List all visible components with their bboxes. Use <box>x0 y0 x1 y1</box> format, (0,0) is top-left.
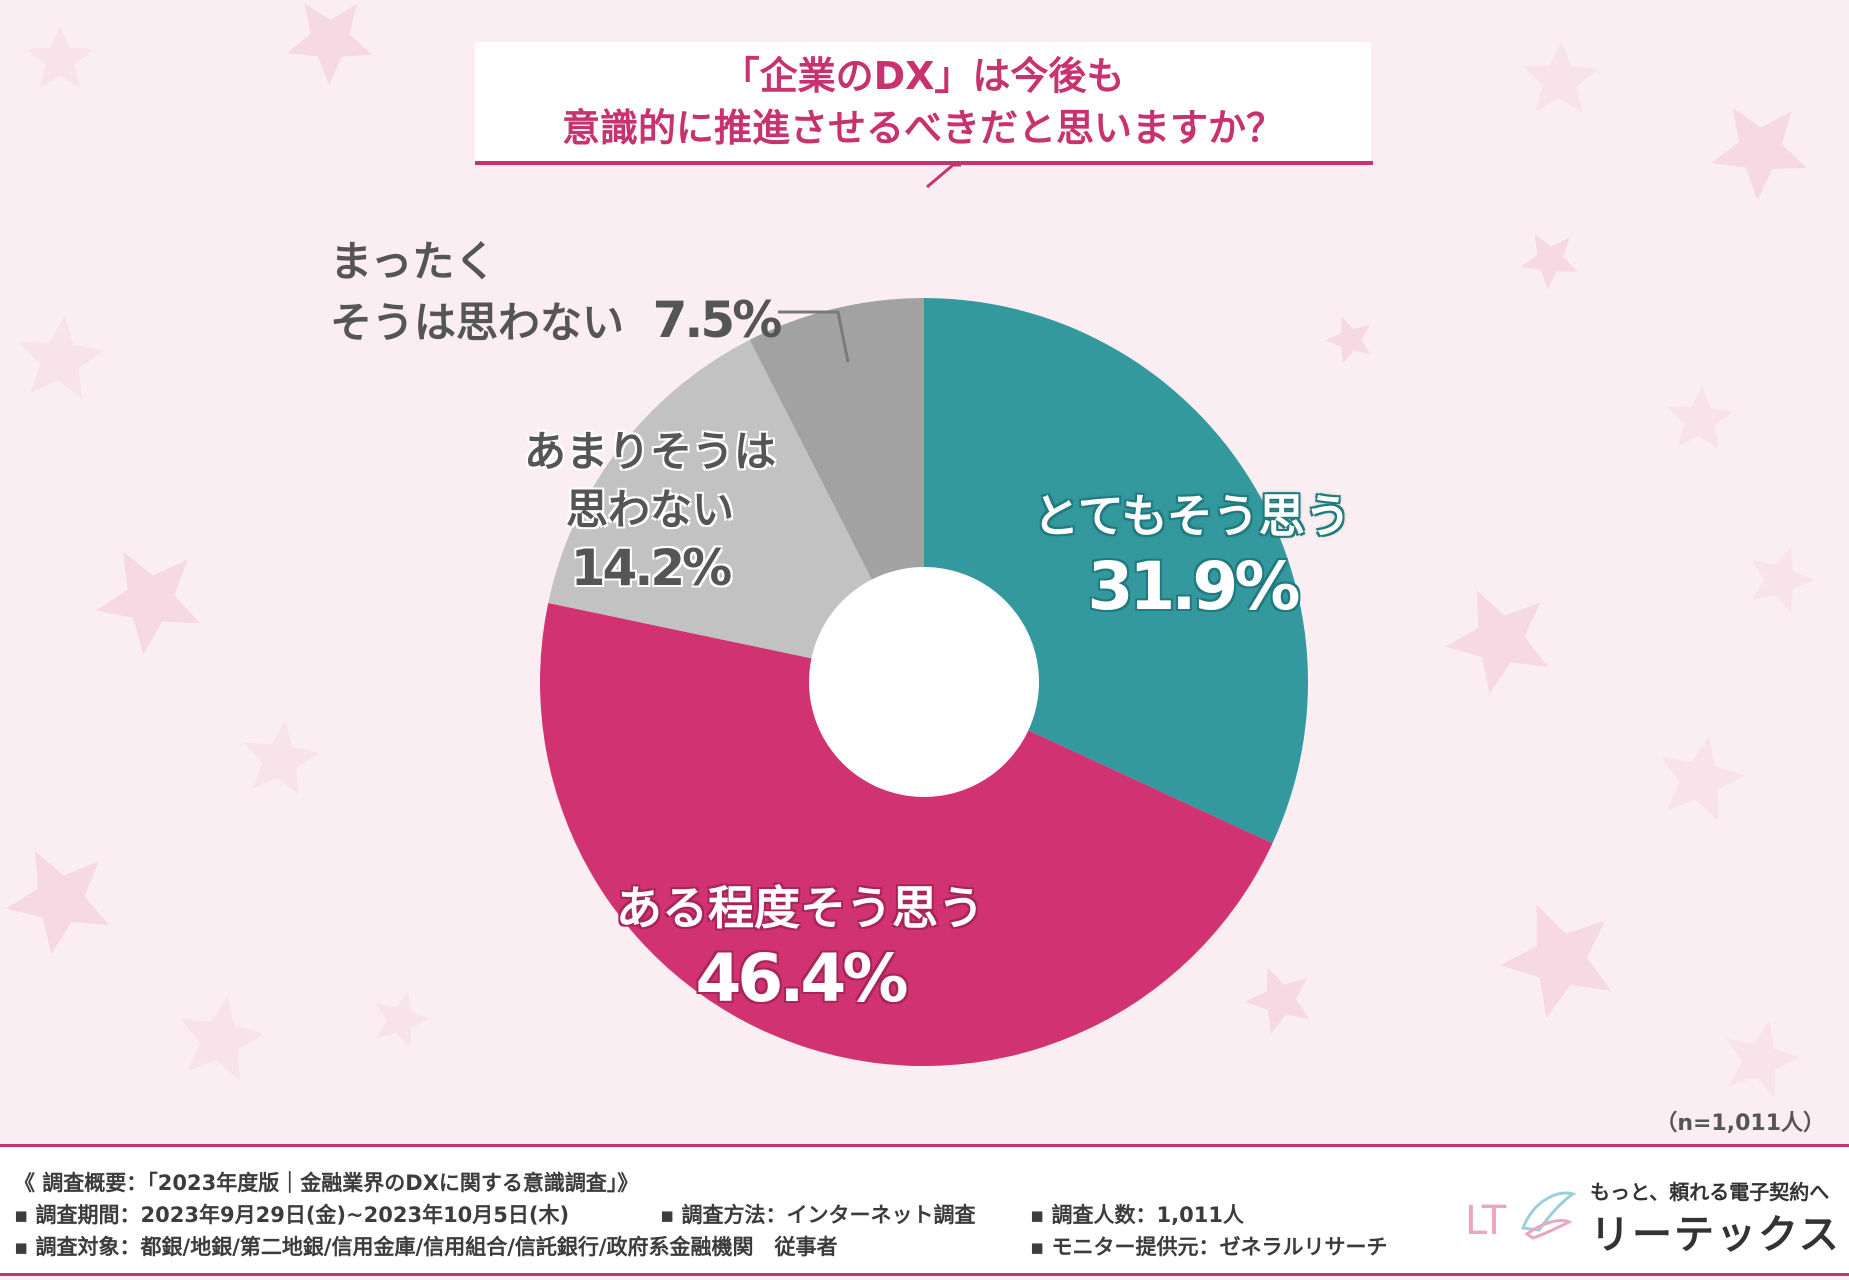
leaf-icon <box>1500 904 1612 1019</box>
slice-label-not-really-line1: あまりそうは <box>523 427 776 476</box>
question-title-box: 「企業のDX」は今後も 意識的に推進させるべきだと思いますか？ <box>475 42 1371 162</box>
slice-value-not-at-all: 7.5% <box>652 291 783 349</box>
leaf-icon <box>1751 546 1816 614</box>
donut-hole <box>809 567 1039 797</box>
slice-value-not-really: 14.2% <box>570 539 732 597</box>
leaf-icon <box>375 991 430 1049</box>
leaf-icon <box>1325 316 1371 364</box>
footer-bottom-rule <box>0 1273 1849 1276</box>
slice-not-really <box>548 339 924 682</box>
brand-logo-icon: LT <box>1465 1191 1577 1244</box>
leaf-icon <box>5 850 109 955</box>
leaf-icon <box>286 3 373 86</box>
leaf-icon <box>1445 590 1549 694</box>
leaf-icon <box>1711 108 1807 200</box>
slice-label-not-at-all: まったく そうは思わない 7.5% <box>330 233 783 352</box>
survey-period: ▪ 調査期間：2023年9月29日(金)~2023年10月5日(木) <box>14 1203 570 1227</box>
donut-chart <box>539 298 1308 1067</box>
sample-size-note: （n=1,011人） <box>1655 1111 1825 1136</box>
slice-label-not-really-line2: 思わない <box>565 485 734 534</box>
leaf-icon <box>1661 735 1745 822</box>
survey-monitor: ▪ モニター提供元：ゼネラルリサーチ <box>1030 1235 1388 1259</box>
footer-panel <box>0 1147 1849 1273</box>
leaf-icon <box>1245 967 1310 1034</box>
slice-label-strongly-agree: とてもそう思う 31.9% <box>1012 480 1372 625</box>
footer-top-rule <box>0 1144 1849 1147</box>
leaf-icon <box>1726 1021 1800 1098</box>
leaf-icon <box>26 25 94 89</box>
background-leaves <box>5 3 1816 1098</box>
question-title-line2: 意識的に推進させるべきだと思いますか？ <box>561 106 1284 150</box>
survey-summary: 《 調査概要：「2023年度版｜金融業界のDXに関する意識調査」》 <box>14 1171 639 1195</box>
slice-value-somewhat-agree: 46.4% <box>695 940 909 1017</box>
leader-line-not-at-all <box>778 310 850 363</box>
leaf-icon <box>1520 234 1578 290</box>
slice-label-somewhat-agree: ある程度そう思う 46.4% <box>580 872 1020 1017</box>
brand-logo-mark: LT <box>1465 1198 1507 1244</box>
slice-somewhat-agree <box>539 602 1273 1067</box>
question-title-line1: 「企業のDX」は今後も <box>721 54 1125 98</box>
leaf-icon <box>1522 40 1599 114</box>
survey-target: ▪ 調査対象：都銀/地銀/第二地銀/信用金庫/信用組合/信託銀行/政府系金融機関… <box>14 1235 838 1259</box>
slice-label-not-at-all-line2: そうは思わない <box>330 298 625 347</box>
slice-value-strongly-agree: 31.9% <box>1087 548 1301 625</box>
slice-label-somewhat-agree-text: ある程度そう思う <box>616 881 984 935</box>
slice-label-not-really: あまりそうは 思わない 14.2% <box>500 423 800 597</box>
brand-name: リーテックス <box>1590 1212 1841 1258</box>
slice-label-not-at-all-line1: まったく <box>330 237 497 286</box>
survey-method: ▪ 調査方法：インターネット調査 <box>660 1203 976 1227</box>
slice-label-strongly-agree-text: とてもそう思う <box>1033 489 1351 543</box>
leaf-icon <box>244 720 320 796</box>
leaf-icon <box>96 551 200 655</box>
title-underline <box>475 161 1373 165</box>
leaf-icon <box>180 995 265 1081</box>
survey-count: ▪ 調査人数：1,011人 <box>1030 1203 1244 1227</box>
leaf-icon <box>18 315 105 399</box>
brand-tagline: もっと、頼れる電子契約へ <box>1590 1180 1830 1204</box>
leaf-icon <box>1667 385 1734 450</box>
title-pointer-icon <box>926 163 961 189</box>
